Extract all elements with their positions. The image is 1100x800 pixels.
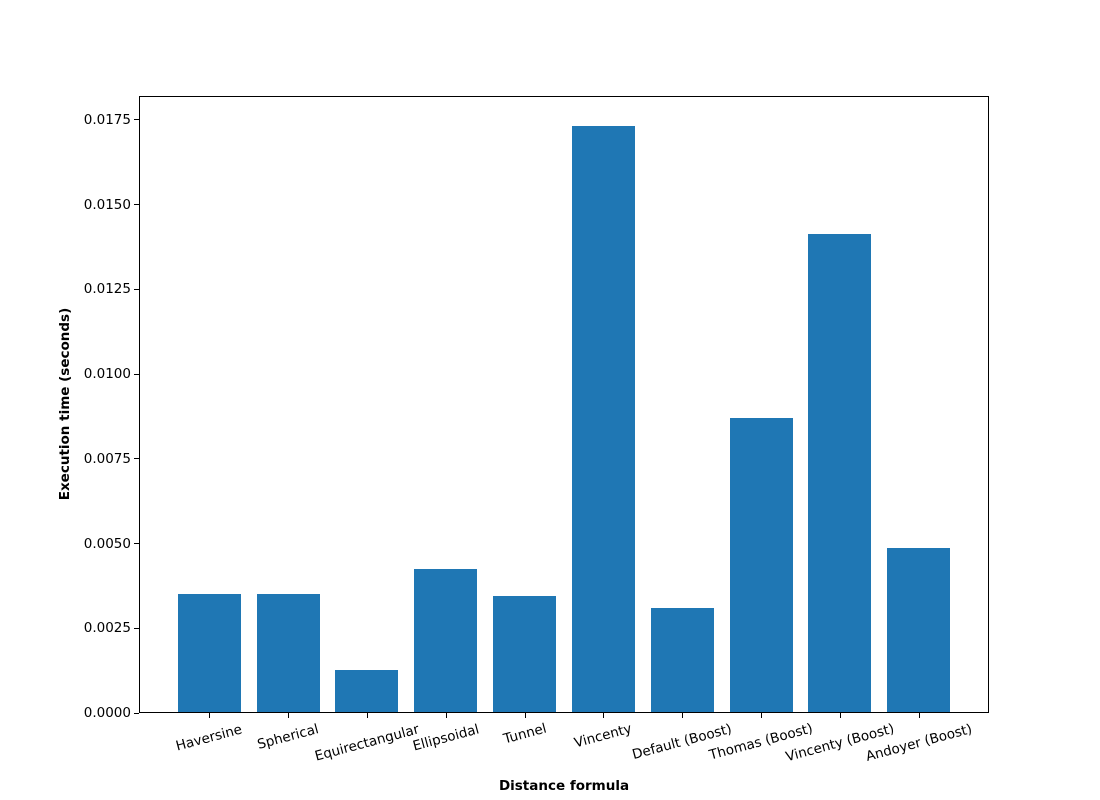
bar-vincenty-boost: [808, 233, 872, 713]
bar-haversine: [177, 594, 241, 713]
x-tick-mark: [209, 713, 211, 718]
x-axis-title: Distance formula: [498, 778, 630, 794]
x-tick-mark: [288, 713, 289, 718]
y-tick-label: 0.0000: [83, 705, 131, 721]
y-tick-mark: [134, 288, 139, 290]
y-tick-mark: [134, 458, 139, 460]
x-tick-mark: [445, 713, 447, 718]
x-tick-mark: [603, 713, 605, 718]
y-tick-label: 0.0025: [83, 620, 131, 637]
y-tick-mark: [134, 373, 139, 375]
bar-spherical: [256, 594, 320, 713]
y-axis-title: Execution time (seconds): [57, 307, 73, 501]
y-tick-label: 0.0150: [83, 196, 131, 213]
y-tick-mark: [134, 204, 139, 205]
x-tick-mark: [524, 713, 526, 718]
y-tick-mark: [134, 712, 139, 714]
bar-equirectangular: [335, 669, 399, 713]
bar-andoyer-boost: [887, 547, 951, 713]
y-tick-mark: [134, 119, 139, 121]
x-tick-mark: [840, 713, 841, 718]
bar-vincenty: [571, 125, 635, 713]
x-tick-mark: [761, 713, 763, 718]
bar-tunnel: [493, 595, 557, 713]
x-tick-mark: [366, 713, 368, 718]
y-tick-label: 0.0050: [83, 535, 131, 552]
y-tick-label: 0.0100: [83, 366, 131, 382]
bar-thomas-boost: [729, 418, 793, 713]
y-tick-label: 0.0075: [83, 450, 131, 467]
x-tick-mark: [918, 713, 920, 718]
bar-ellipsoidal: [414, 569, 478, 713]
y-tick-mark: [134, 627, 139, 629]
x-tick-mark: [682, 713, 684, 718]
y-tick-label: 0.0175: [83, 111, 131, 128]
y-tick-mark: [134, 543, 139, 544]
bar-default-boost: [650, 607, 714, 713]
y-tick-label: 0.0125: [83, 281, 131, 298]
